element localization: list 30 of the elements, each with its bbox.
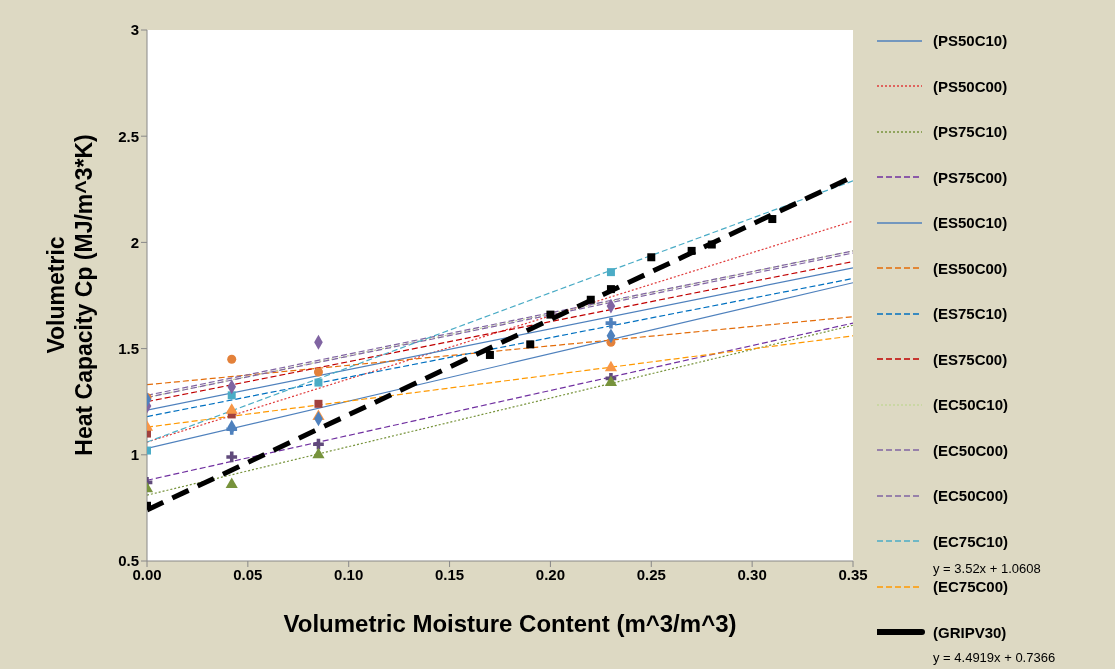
text: y = 4.4919x + 0.7366 <box>933 650 1056 665</box>
legend-label: (ES75C10) <box>933 305 1008 323</box>
x-tick-label: 0.35 <box>838 565 868 583</box>
x-tick-label: 0.20 <box>535 565 566 583</box>
legend-label: (ES50C00) <box>933 259 1008 277</box>
x-axis-title: Volumetric Moisture Content (m^3/m^3) <box>282 610 738 638</box>
x-tick-label: 0.05 <box>233 565 263 583</box>
x-tick-label: 0.25 <box>636 565 666 583</box>
y-tick-label: 3 <box>130 21 139 39</box>
legend-label: (PS75C00) <box>933 168 1008 186</box>
legend-label: (EC50C00) <box>933 487 1009 505</box>
y-tick-label: 1 <box>130 446 139 464</box>
legend-label: (PS50C10) <box>933 32 1008 50</box>
legend-label: (ES50C10) <box>933 214 1008 232</box>
x-tick-label: 0.10 <box>334 565 364 583</box>
x-tick-label: 0.15 <box>434 565 465 583</box>
legend-label: (PS75C10) <box>933 123 1008 141</box>
y-tick-label: 1.5 <box>118 339 139 357</box>
y-tick-label: 2.5 <box>118 127 139 145</box>
legend-label: (ES75C00) <box>933 350 1008 368</box>
legend-label: (EC50C00) <box>933 441 1009 459</box>
legend-label: (PS50C00) <box>933 77 1008 95</box>
legend-label: (EC50C10) <box>933 396 1009 414</box>
legend-label: (EC75C10) <box>933 532 1009 550</box>
legend-label: (GRIPV30) <box>933 623 1007 641</box>
legend-label: (EC75C00) <box>933 578 1009 596</box>
text: y = 3.52x + 1.0608 <box>933 561 1041 576</box>
y-axis-title: Volumetric Heat Capacity Cp (MJ/m^3*K) <box>42 134 98 456</box>
y-tick-label: 2 <box>130 233 139 251</box>
x-tick-label: 0.30 <box>737 565 767 583</box>
